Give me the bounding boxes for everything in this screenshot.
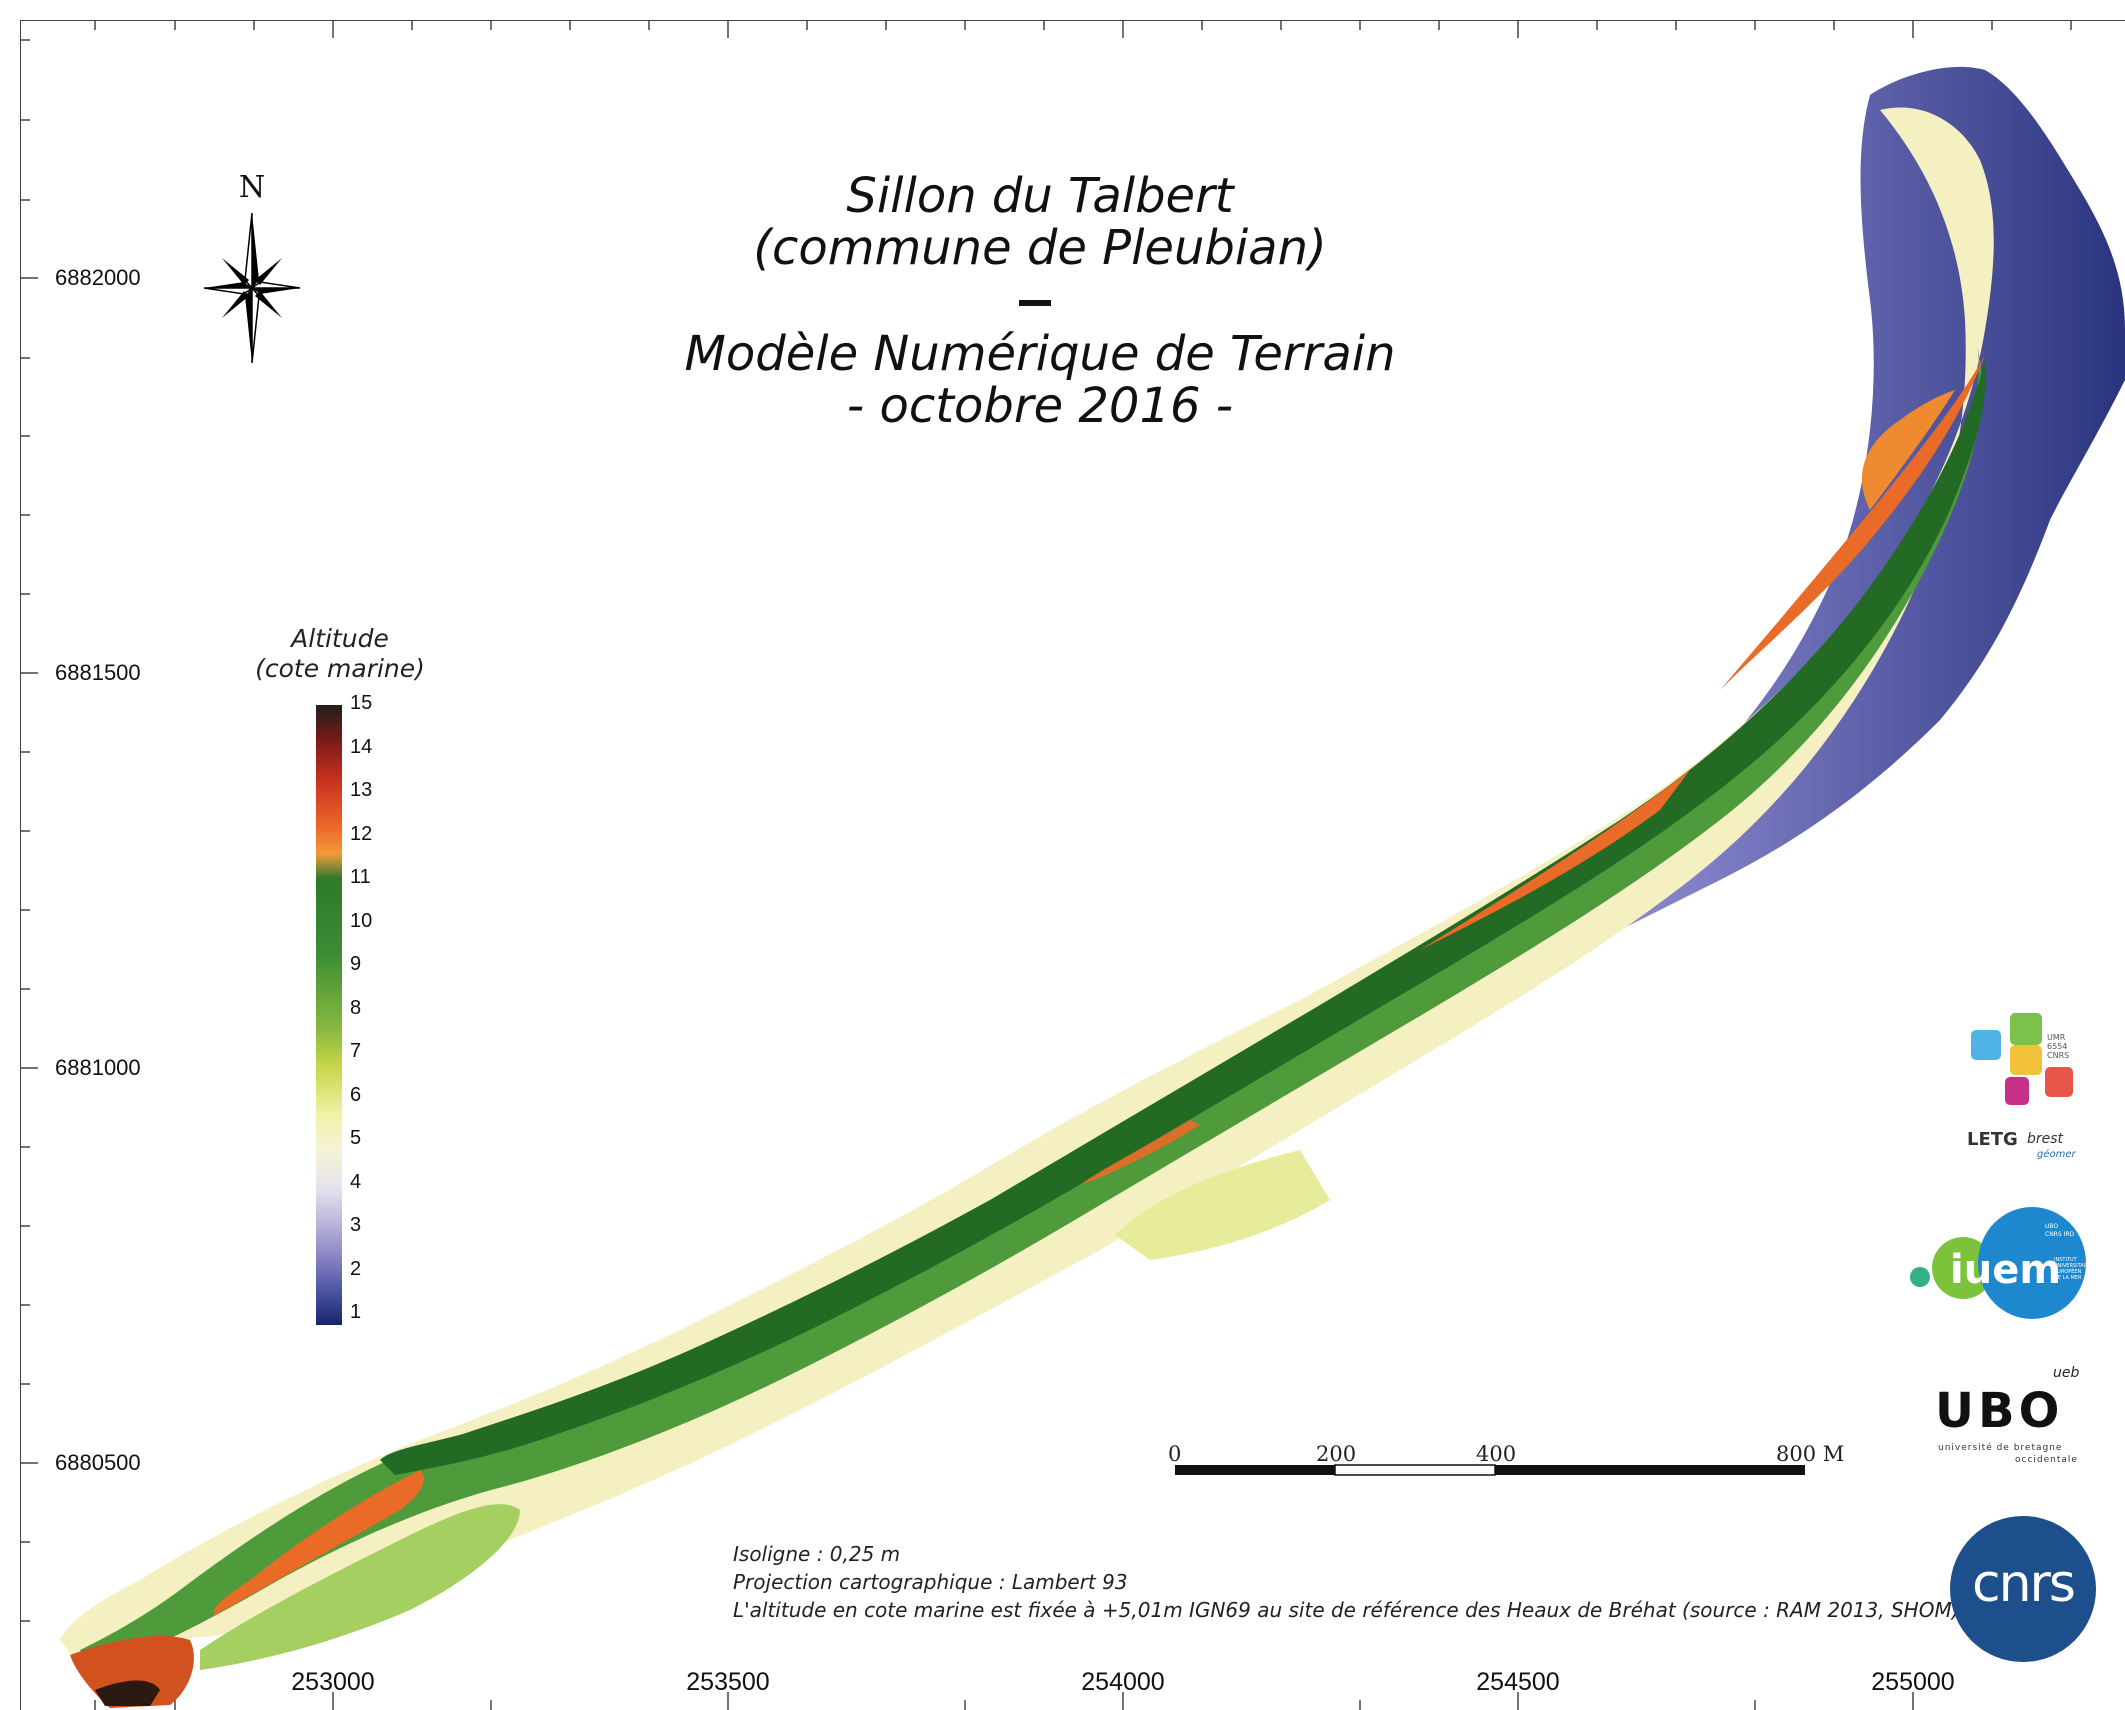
scale-label: 200 bbox=[1316, 1442, 1357, 1466]
ubo-name: UBO bbox=[1935, 1383, 2064, 1439]
iuem-logo: iuem UBO CNRS IRD INSTITUT UNIVERSITAIRE… bbox=[1910, 1205, 2092, 1330]
north-label: N bbox=[238, 170, 266, 205]
map-frame bbox=[20, 20, 2125, 1710]
letg-sub: géomer bbox=[2037, 1149, 2076, 1160]
iuem-name: iuem bbox=[1950, 1247, 2061, 1293]
letg-umr-label: UMR 6554 CNRS bbox=[2047, 1033, 2070, 1060]
legend-value-label: 15 bbox=[350, 692, 373, 714]
ubo-badge: ueb bbox=[2053, 1365, 2080, 1381]
legend-value-label: 1 bbox=[350, 1301, 362, 1323]
north-arrow: N bbox=[200, 170, 304, 370]
x-coordinate-label: 253000 bbox=[291, 1668, 375, 1696]
scale-segment bbox=[1175, 1465, 1335, 1475]
ridge-core bbox=[380, 360, 1986, 1475]
southwest-tip-dark bbox=[95, 1680, 160, 1706]
legend-value-label: 12 bbox=[350, 822, 373, 845]
letg-suffix: brest bbox=[2027, 1131, 2064, 1147]
scale-segment bbox=[1495, 1465, 1805, 1475]
iuem-tag: UBO CNRS IRD bbox=[2045, 1223, 2075, 1238]
legend-title: Altitude bbox=[291, 624, 389, 653]
y-coordinate-label: 6881500 bbox=[55, 660, 141, 685]
altitude-reference-note: L'altitude en cote marine est fixée à +5… bbox=[733, 1598, 1960, 1622]
x-coordinate-label: 254000 bbox=[1081, 1668, 1165, 1696]
y-coordinate-label: 6880500 bbox=[55, 1450, 141, 1475]
ubo-sub-line2: occidentale bbox=[2015, 1455, 2078, 1465]
letg-logo: UMR 6554 CNRS LETG brest géomer bbox=[1965, 1005, 2085, 1165]
crest-central bbox=[1080, 1120, 1200, 1185]
map-subtitle: (commune de Pleubian) bbox=[753, 220, 1327, 276]
legend-value-label: 13 bbox=[350, 779, 373, 801]
map-date: - octobre 2016 - bbox=[846, 378, 1234, 434]
legend-value-label: 4 bbox=[350, 1170, 362, 1193]
water-zone bbox=[1040, 66, 2125, 1200]
ubo-logo: ueb UBO université de bretagne occidenta… bbox=[1935, 1365, 2085, 1465]
y-coordinate-label: 6881000 bbox=[55, 1055, 141, 1080]
cnrs-logo: cnrs bbox=[1950, 1516, 2096, 1662]
crest-northeast-2 bbox=[1861, 390, 1955, 510]
legend-value-label: 7 bbox=[350, 1040, 362, 1062]
ubo-sub-line1: université de bretagne bbox=[1938, 1443, 2063, 1453]
map-theme: Modèle Numérique de Terrain bbox=[684, 326, 1396, 382]
legend-value-label: 5 bbox=[350, 1127, 362, 1149]
tidal-flat bbox=[1115, 1150, 1330, 1260]
x-coordinate-label: 253500 bbox=[686, 1668, 770, 1696]
scale-label: 400 bbox=[1476, 1442, 1517, 1466]
letg-name: LETG bbox=[1967, 1129, 2018, 1150]
x-coordinate-label: 255000 bbox=[1871, 1668, 1955, 1696]
scale-label: 800 M bbox=[1776, 1442, 1845, 1466]
frame-ticks bbox=[20, 20, 2072, 1710]
legend-subtitle: (cote marine) bbox=[255, 654, 425, 683]
contour-note: Isoligne : 0,25 m bbox=[733, 1542, 901, 1566]
map-title: Sillon du Talbert bbox=[846, 168, 1234, 224]
cnrs-name: cnrs bbox=[1971, 1554, 2076, 1614]
altitude-color-ramp bbox=[316, 705, 342, 1325]
scale-bar bbox=[1175, 1464, 1805, 1476]
green-ridge bbox=[80, 340, 1983, 1672]
crest-southwest bbox=[213, 1470, 424, 1615]
scale-label: 0 bbox=[1168, 1442, 1182, 1466]
title-separator bbox=[1019, 300, 1051, 306]
y-coordinate-label: 6882000 bbox=[55, 265, 141, 290]
legend-value-label: 2 bbox=[350, 1257, 362, 1280]
southwest-flat bbox=[200, 1504, 520, 1670]
legend-value-label: 6 bbox=[350, 1083, 362, 1106]
legend-value-label: 10 bbox=[350, 909, 373, 932]
legend-value-label: 14 bbox=[350, 735, 373, 758]
x-coordinate-label: 254500 bbox=[1476, 1668, 1560, 1696]
legend-value-label: 11 bbox=[350, 866, 371, 888]
compass-rose-icon bbox=[203, 212, 301, 364]
iuem-sub: INSTITUT UNIVERSITAIRE EUROPÉEN DE LA ME… bbox=[2054, 1257, 2092, 1281]
scale-segment bbox=[1334, 1464, 1496, 1476]
legend-value-label: 3 bbox=[350, 1214, 362, 1236]
legend-value-label: 8 bbox=[350, 996, 362, 1019]
legend-value-label: 9 bbox=[350, 953, 362, 975]
projection-note: Projection cartographique : Lambert 93 bbox=[733, 1570, 1128, 1594]
